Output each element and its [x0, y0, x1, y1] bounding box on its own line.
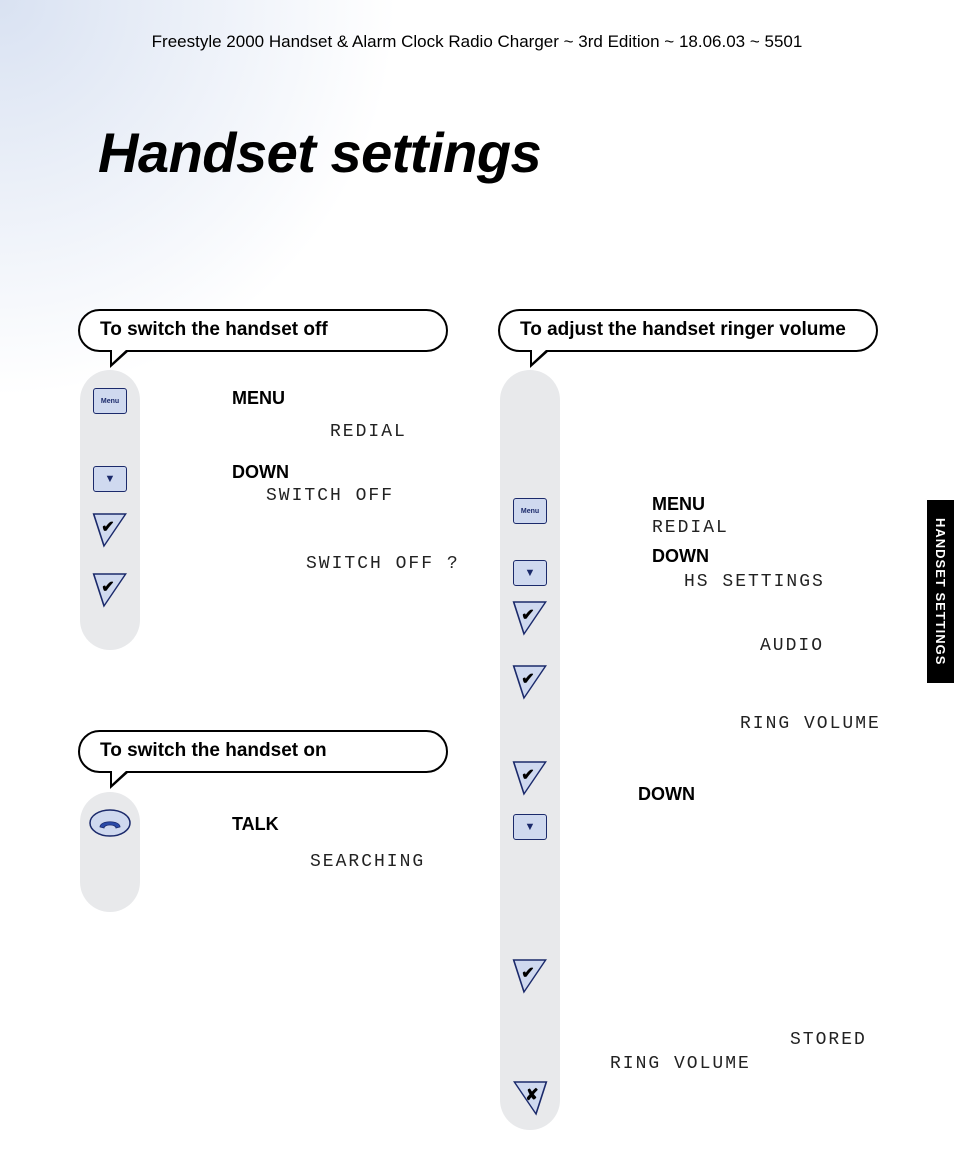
down-button-icon: ▼	[513, 814, 547, 840]
step-column-ringer	[500, 370, 560, 1130]
svg-text:✔: ✔	[101, 519, 114, 536]
lcd-redial-off: REDIAL	[330, 422, 407, 442]
lcd-ring-volume: RING VOLUME	[740, 714, 881, 734]
svg-text:✘: ✘	[525, 1087, 538, 1104]
lcd-searching: SEARCHING	[310, 852, 425, 872]
confirm-button-icon: ✔	[512, 958, 548, 994]
confirm-button-icon: ✔	[92, 572, 128, 608]
section-tab: HANDSET SETTINGS	[927, 500, 954, 683]
confirm-button-icon: ✔	[92, 512, 128, 548]
lcd-switch-off: SWITCH OFF	[266, 486, 394, 506]
callout-tail-icon	[530, 350, 550, 368]
confirm-button-icon: ✔	[512, 760, 548, 796]
lcd-stored: STORED	[790, 1030, 867, 1050]
down-button-icon: ▼	[93, 466, 127, 492]
callout-ringer: To adjust the handset ringer volume	[498, 309, 878, 352]
lcd-audio: AUDIO	[760, 636, 824, 656]
svg-text:✔: ✔	[521, 767, 534, 784]
svg-text:✔: ✔	[521, 671, 534, 688]
svg-text:✔: ✔	[521, 965, 534, 982]
callout-switch-off-title: To switch the handset off	[100, 319, 328, 340]
callout-switch-on: To switch the handset on	[78, 730, 448, 773]
callout-tail-icon	[110, 350, 130, 368]
menu-button-icon: Menu	[513, 498, 547, 524]
cancel-button-icon: ✘	[512, 1080, 548, 1116]
callout-switch-on-title: To switch the handset on	[100, 740, 327, 761]
callout-tail-icon	[110, 771, 130, 789]
lcd-hs-settings: HS SETTINGS	[684, 572, 825, 592]
lcd-switch-off-confirm: SWITCH OFF ?	[306, 554, 460, 574]
lcd-ring-volume-2: RING VOLUME	[610, 1054, 751, 1074]
label-down-ringer: DOWN	[652, 546, 709, 567]
talk-button-icon	[88, 808, 132, 838]
label-menu-ringer: MENU	[652, 494, 705, 515]
label-talk: TALK	[232, 814, 279, 835]
lcd-redial-ringer: REDIAL	[652, 518, 729, 538]
confirm-button-icon: ✔	[512, 664, 548, 700]
header-line: Freestyle 2000 Handset & Alarm Clock Rad…	[0, 32, 954, 52]
confirm-button-icon: ✔	[512, 600, 548, 636]
page-title: Handset settings	[98, 120, 541, 185]
callout-ringer-title: To adjust the handset ringer volume	[520, 319, 846, 340]
svg-text:✔: ✔	[521, 607, 534, 624]
down-button-icon: ▼	[513, 560, 547, 586]
label-menu: MENU	[232, 388, 285, 409]
menu-button-icon: Menu	[93, 388, 127, 414]
page: Freestyle 2000 Handset & Alarm Clock Rad…	[0, 0, 954, 1174]
label-down-off: DOWN	[232, 462, 289, 483]
label-down2-ringer: DOWN	[638, 784, 695, 805]
callout-switch-off: To switch the handset off	[78, 309, 448, 352]
svg-text:✔: ✔	[101, 579, 114, 596]
